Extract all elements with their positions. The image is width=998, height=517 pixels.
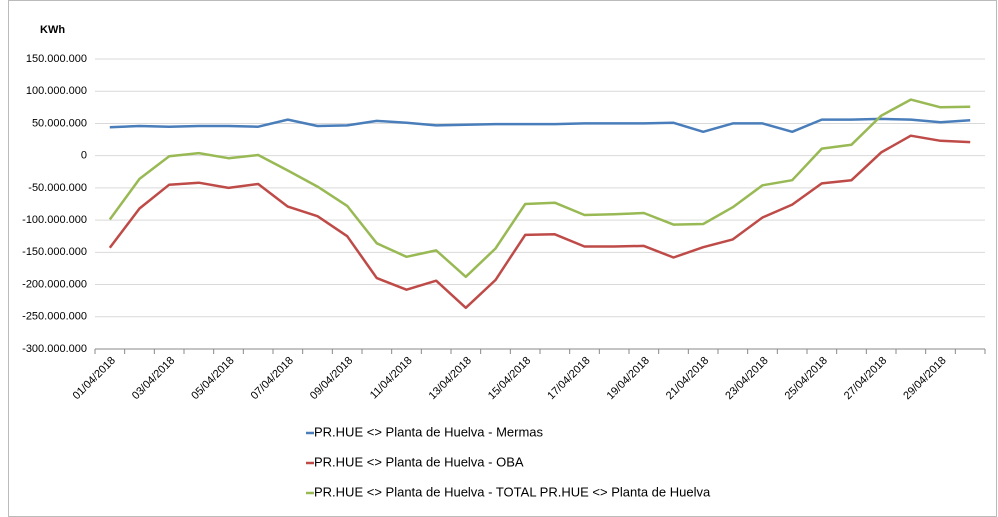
y-tick-label: -100.000.000 — [22, 214, 87, 226]
y-axis-label: KWh — [40, 24, 65, 36]
series-line — [108, 98, 971, 279]
series-line — [109, 117, 971, 134]
y-tick-label: -250.000.000 — [22, 311, 87, 323]
y-tick-label: -150.000.000 — [22, 246, 87, 258]
y-tick-label: -50.000.000 — [28, 182, 87, 194]
series-line — [108, 134, 971, 310]
legend-label: PR.HUE <> Planta de Huelva - OBA — [314, 454, 524, 469]
y-tick-label: 0 — [81, 150, 87, 162]
legend-label: PR.HUE <> Planta de Huelva - TOTAL PR.HU… — [314, 484, 711, 499]
y-tick-label: 100.000.000 — [26, 85, 87, 97]
legend-label: PR.HUE <> Planta de Huelva - Mermas — [314, 424, 544, 439]
y-tick-label: 150.000.000 — [26, 53, 87, 65]
y-tick-label: 50.000.000 — [32, 117, 87, 129]
chart-frame — [8, 0, 997, 517]
y-tick-label: -300.000.000 — [22, 343, 87, 355]
y-tick-label: -200.000.000 — [22, 278, 87, 290]
